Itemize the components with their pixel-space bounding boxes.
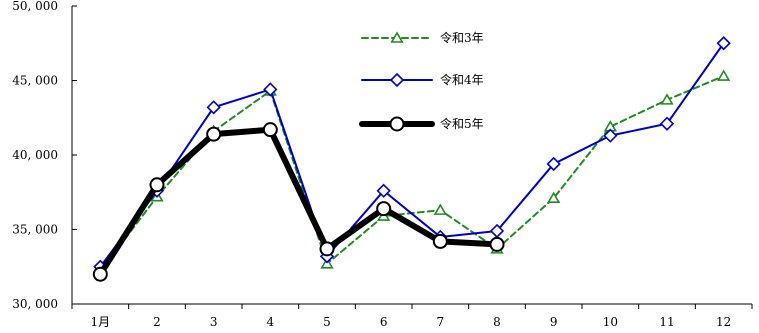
y-tick-label: 30, 000	[12, 297, 58, 311]
x-tick-label: 8	[493, 315, 501, 329]
series-line	[100, 76, 723, 271]
data-point	[435, 205, 446, 214]
x-tick-label: 11	[659, 315, 674, 329]
legend-label: 令和3年	[440, 30, 484, 45]
data-point	[208, 101, 220, 113]
series-layer	[94, 37, 730, 280]
data-point	[207, 128, 220, 141]
y-tick-label: 45, 000	[12, 74, 58, 88]
data-point	[718, 71, 729, 80]
x-tick-label: 2	[153, 315, 161, 329]
tick-labels: 30, 000 35, 000 40, 000 45, 000 50, 000 1月 2 3 4…	[12, 0, 731, 329]
legend-entry: 令和3年	[362, 30, 484, 45]
data-point	[661, 118, 673, 130]
series-line	[100, 130, 497, 275]
y-tick-label: 40, 000	[12, 148, 58, 162]
data-point	[321, 242, 334, 255]
y-tick-label: 50, 000	[12, 0, 58, 13]
series-1	[95, 71, 729, 275]
data-point	[434, 235, 447, 248]
x-tick-label: 3	[210, 315, 218, 329]
data-point	[94, 268, 107, 281]
legend-entry: 令和4年	[362, 72, 484, 87]
legend-label: 令和4年	[440, 72, 484, 87]
legend-entry: 令和5年	[362, 116, 484, 131]
x-tick-label: 4	[267, 315, 275, 329]
y-tick-label: 35, 000	[12, 223, 58, 237]
x-tick-label: 9	[550, 315, 558, 329]
data-point	[491, 238, 504, 251]
data-point	[264, 123, 277, 136]
chart-axes	[72, 6, 752, 309]
x-tick-label: 10	[603, 315, 618, 329]
data-point	[718, 37, 730, 49]
x-tick-label: 7	[437, 315, 445, 329]
legend-label: 令和5年	[440, 116, 484, 131]
data-point	[151, 178, 164, 191]
x-tick-label: 6	[380, 315, 388, 329]
series-3	[94, 123, 504, 281]
x-tick-label: 5	[323, 315, 331, 329]
x-tick-label: 12	[716, 315, 731, 329]
legend-marker	[391, 74, 403, 86]
data-point	[377, 202, 390, 215]
x-tick-label: 1月	[91, 315, 111, 329]
legend-marker	[391, 118, 404, 131]
